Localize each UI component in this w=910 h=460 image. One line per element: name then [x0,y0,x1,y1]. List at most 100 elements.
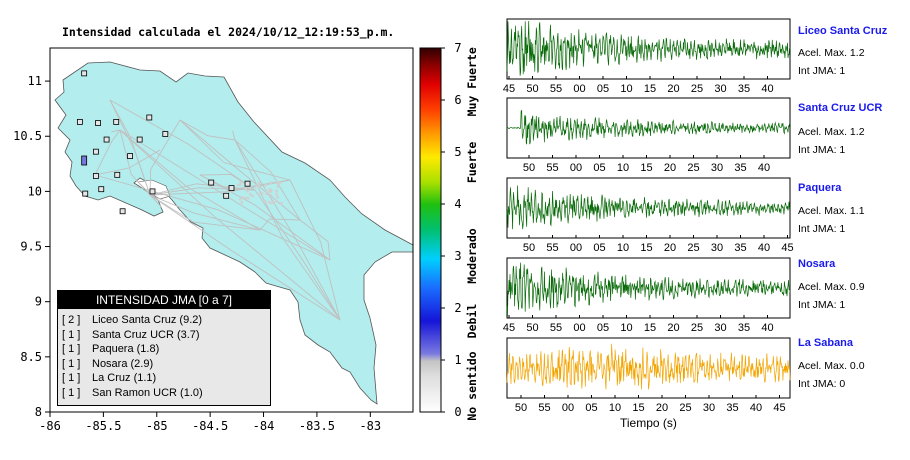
road-line [111,129,121,133]
city-block [269,188,273,192]
station-accel: Acel. Max. 0.9 [798,281,865,293]
colorbar-tick-label: 1 [454,353,461,367]
legend-title: INTENSIDAD JMA [0 a 7] [58,291,270,309]
city-block [246,197,250,200]
road-line [259,218,301,231]
colorbar-tick-label: 6 [454,93,461,107]
station-jma: Int JMA: 1 [798,223,846,235]
city-block [276,185,280,188]
waveform-tick-label: 15 [644,322,656,334]
city-block [269,194,273,197]
city-block [269,190,273,193]
waveform-panel: 50 55 00 05 10 15 20 25 30 35 40 [506,97,791,174]
road-line [179,119,301,221]
road-line [179,119,236,141]
waveform-tick-label: 50 [526,83,538,95]
waveform-tick-label: 20 [667,83,679,95]
colorbar-category-label: Fuerte [465,142,479,184]
waveform-tick-label: 00 [562,402,574,414]
waveform-tick-label: 35 [738,83,750,95]
waveform-tick-label: 05 [593,162,605,174]
waveform-tick-label: 40 [758,242,770,254]
road-line [149,194,261,231]
colorbar-tick-label: 0 [454,405,461,419]
waveform-tick-label: 00 [573,322,585,334]
map-x-tick-label: -84.5 [192,419,228,433]
station-marker [208,179,215,186]
station-marker [223,192,230,199]
waveform-tick-label: 55 [550,83,562,95]
city-block [279,202,283,206]
legend-item: [ 1 ] Nosara (2.9) [62,357,270,372]
station-marker [162,131,169,137]
map-y-tick-label: 10.5 [13,129,42,143]
legend-station: Paquera (1.8) [92,343,160,355]
city-block [275,181,279,185]
waveform-tick-label: 40 [750,402,762,414]
map-x-tick-label: -83.5 [299,419,335,433]
station-marker [81,70,88,77]
waveform-tick-label: 25 [687,162,699,174]
time-axis-label: Tiempo (s) [620,416,677,430]
road-line [149,194,162,208]
waveform-tick-label: 50 [523,162,535,174]
waveform-tick-label: 35 [738,322,750,334]
station-name-nosara: Nosara [798,258,836,270]
waveform-tick-label: 05 [597,322,609,334]
colorbar-tick-label: 3 [454,249,461,263]
waveform-tick-label: 10 [620,83,632,95]
road-line [254,189,341,321]
city-block [269,181,272,185]
city-block [244,196,248,200]
waveform-trace [506,262,791,317]
city-block [239,183,242,186]
city-block [268,200,271,204]
road-line [299,219,331,261]
waveform-panel: 45 50 55 00 05 10 15 20 25 30 35 40 [503,257,791,334]
waveform-tick-label: 30 [714,83,726,95]
station-jma: Int JMA: 1 [798,65,846,77]
colorbar-categories: No sentido Debil Moderado Fuerte Muy Fuerte [465,47,479,421]
station-accel: Acel. Max. 1.1 [798,205,865,217]
city-block [275,193,278,196]
city-block [240,201,243,204]
city-block [255,184,259,188]
waveform-tick-label: 00 [570,162,582,174]
city-block [270,201,273,205]
map-y-tick-label: 8.5 [20,350,42,364]
station-marker [93,173,99,179]
waveform-tick-label: 10 [617,162,629,174]
waveform-trace [506,343,791,390]
map-x-tick-label: -84 [253,419,275,433]
station-marker [93,148,99,155]
legend-station: Nosara (2.9) [92,357,154,370]
waveform-tick-label: 00 [573,83,585,95]
map-y-axis: 11 10.5 10 9.5 9 8.5 8 [13,74,50,419]
road-line [289,179,341,321]
waveform-tick-label: 40 [761,322,773,334]
station-marker [114,171,121,178]
station-marker [244,180,251,187]
colorbar-category-label: Muy Fuerte [465,47,479,116]
waveform-tick-label: 30 [711,162,723,174]
colorbar-tick-label: 2 [454,301,461,315]
waveform-tick-label: 15 [644,83,656,95]
city-block [248,186,252,189]
station-accel: Acel. Max. 1.2 [798,126,865,138]
legend-level: [ 1 ] [62,343,81,355]
legend-list: [ 2 ] Liceo Santa Cruz (9.2) [ 1 ] Santa C… [58,309,270,400]
station-marker [149,188,156,195]
legend-level: [ 1 ] [62,372,81,384]
station-marker [228,185,235,191]
city-block [248,192,252,196]
intensity-legend: INTENSIDAD JMA [0 a 7] [ 2 ] Liceo Santa … [57,290,271,406]
road-line [94,129,121,176]
city-block [257,181,261,185]
map-y-tick-label: 9.5 [20,240,42,254]
city-block [263,200,267,203]
station-marker [113,119,120,125]
city-block [257,185,260,188]
city-block [246,189,249,193]
station-marker [95,120,101,126]
